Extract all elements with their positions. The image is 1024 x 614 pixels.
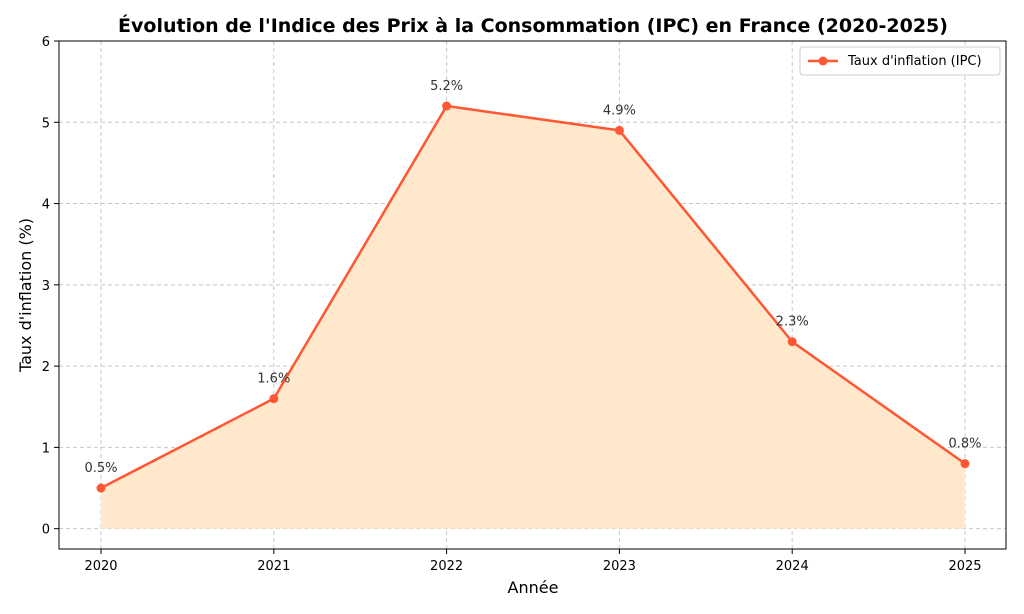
y-axis-label: Taux d'inflation (%) [16,218,35,373]
data-label-2021: 1.6% [257,372,290,387]
data-point-2022 [442,101,452,111]
x-tick-label-2021: 2021 [257,559,290,574]
y-tick-label-6: 6 [42,35,50,50]
y-tick-label-3: 3 [42,279,50,294]
y-tick-label-0: 0 [42,523,50,538]
data-label-2023: 4.9% [603,103,636,118]
data-labels: 0.5% 1.6% 5.2% 4.9% 2.3% 0.8% [84,79,981,476]
data-point-2024 [787,337,797,347]
x-tick-label-2020: 2020 [84,559,117,574]
legend-label: Taux d'inflation (IPC) [847,54,982,69]
data-label-2020: 0.5% [84,461,117,476]
chart-title: Évolution de l'Indice des Prix à la Cons… [118,14,948,37]
y-axis-ticks: 0 1 2 3 4 5 6 [42,35,59,538]
y-tick-label-1: 1 [42,441,50,456]
y-tick-label-5: 5 [42,116,50,131]
plot-frame [58,40,1007,550]
data-point-2025 [960,459,970,469]
x-tick-label-2022: 2022 [430,559,463,574]
data-point-2020 [96,483,106,493]
data-label-2022: 5.2% [430,79,463,94]
x-axis-ticks: 2020 2021 2022 2023 2024 2025 [84,549,982,574]
area-fill [101,106,965,529]
series-line [100,104,966,490]
x-axis-label: Année [508,578,559,597]
data-point-2023 [614,125,624,135]
y-tick-label-4: 4 [42,198,50,213]
data-points [96,101,970,493]
data-label-2024: 2.3% [776,315,809,330]
data-point-2021 [269,394,279,404]
x-tick-label-2025: 2025 [948,559,981,574]
legend: Taux d'inflation (IPC) [799,46,1001,76]
legend-box [799,46,1001,76]
y-tick-label-2: 2 [42,360,50,375]
x-tick-label-2023: 2023 [603,559,636,574]
data-label-2025: 0.8% [948,437,981,452]
x-tick-label-2024: 2024 [776,559,809,574]
legend-point-marker [818,56,828,66]
